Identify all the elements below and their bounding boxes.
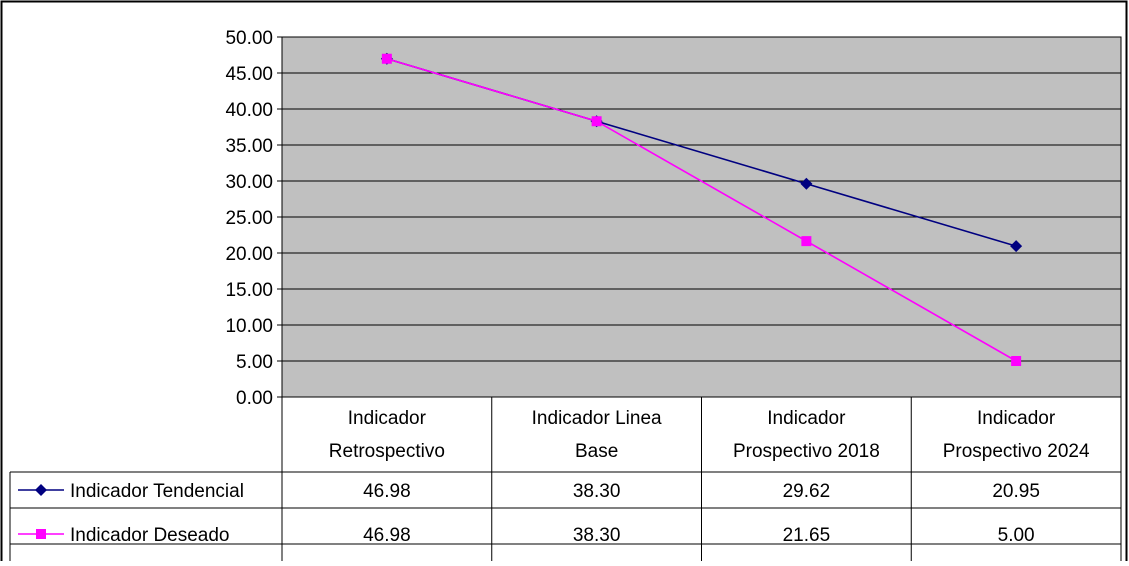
data-label: 29.62: [783, 481, 831, 502]
category-label-line1: Indicador: [977, 408, 1056, 429]
series-1-point: [800, 177, 813, 190]
series-2-point: [1011, 356, 1022, 366]
y-tick-label: 40.00: [225, 100, 273, 121]
y-tick-label: 25.00: [225, 208, 273, 229]
series-1-point: [1010, 240, 1023, 253]
category-label-line2: Prospectivo 2018: [733, 441, 880, 462]
data-label: 46.98: [363, 525, 411, 546]
series-line-2: [386, 57, 1017, 362]
data-label: 38.30: [573, 481, 621, 502]
category-label-line2: Base: [575, 441, 618, 462]
data-label: 21.65: [783, 525, 831, 546]
data-label: 38.30: [573, 525, 621, 546]
y-tick-label: 15.00: [225, 280, 273, 301]
category-label-line2: Retrospectivo: [329, 441, 445, 462]
legend-label-1: Indicador Tendencial: [70, 481, 244, 502]
y-tick-label: 0.00: [236, 388, 273, 409]
legend-key-marker-1: [35, 484, 47, 496]
y-tick-label: 5.00: [236, 352, 273, 373]
y-tick-label: 30.00: [225, 172, 273, 193]
series-2-point: [381, 53, 392, 64]
category-label-line2: Prospectivo 2024: [943, 441, 1090, 462]
data-label: 5.00: [998, 525, 1035, 546]
data-label: 46.98: [363, 481, 411, 502]
y-tick-label: 35.00: [225, 136, 273, 157]
y-tick-label: 50.00: [225, 28, 273, 49]
y-tick-label: 10.00: [225, 316, 273, 337]
y-tick-label: 20.00: [225, 244, 273, 265]
y-tick-label: 45.00: [225, 64, 273, 85]
category-label-line1: Indicador Linea: [532, 408, 662, 429]
legend-key-marker-2: [36, 529, 46, 539]
series-2-point: [801, 236, 812, 247]
category-label-line1: Indicador: [767, 408, 846, 429]
legend-label-2: Indicador Deseado: [70, 525, 230, 546]
category-label-line1: Indicador: [348, 408, 427, 429]
series-2-point: [591, 116, 602, 127]
data-label: 20.95: [992, 481, 1040, 502]
